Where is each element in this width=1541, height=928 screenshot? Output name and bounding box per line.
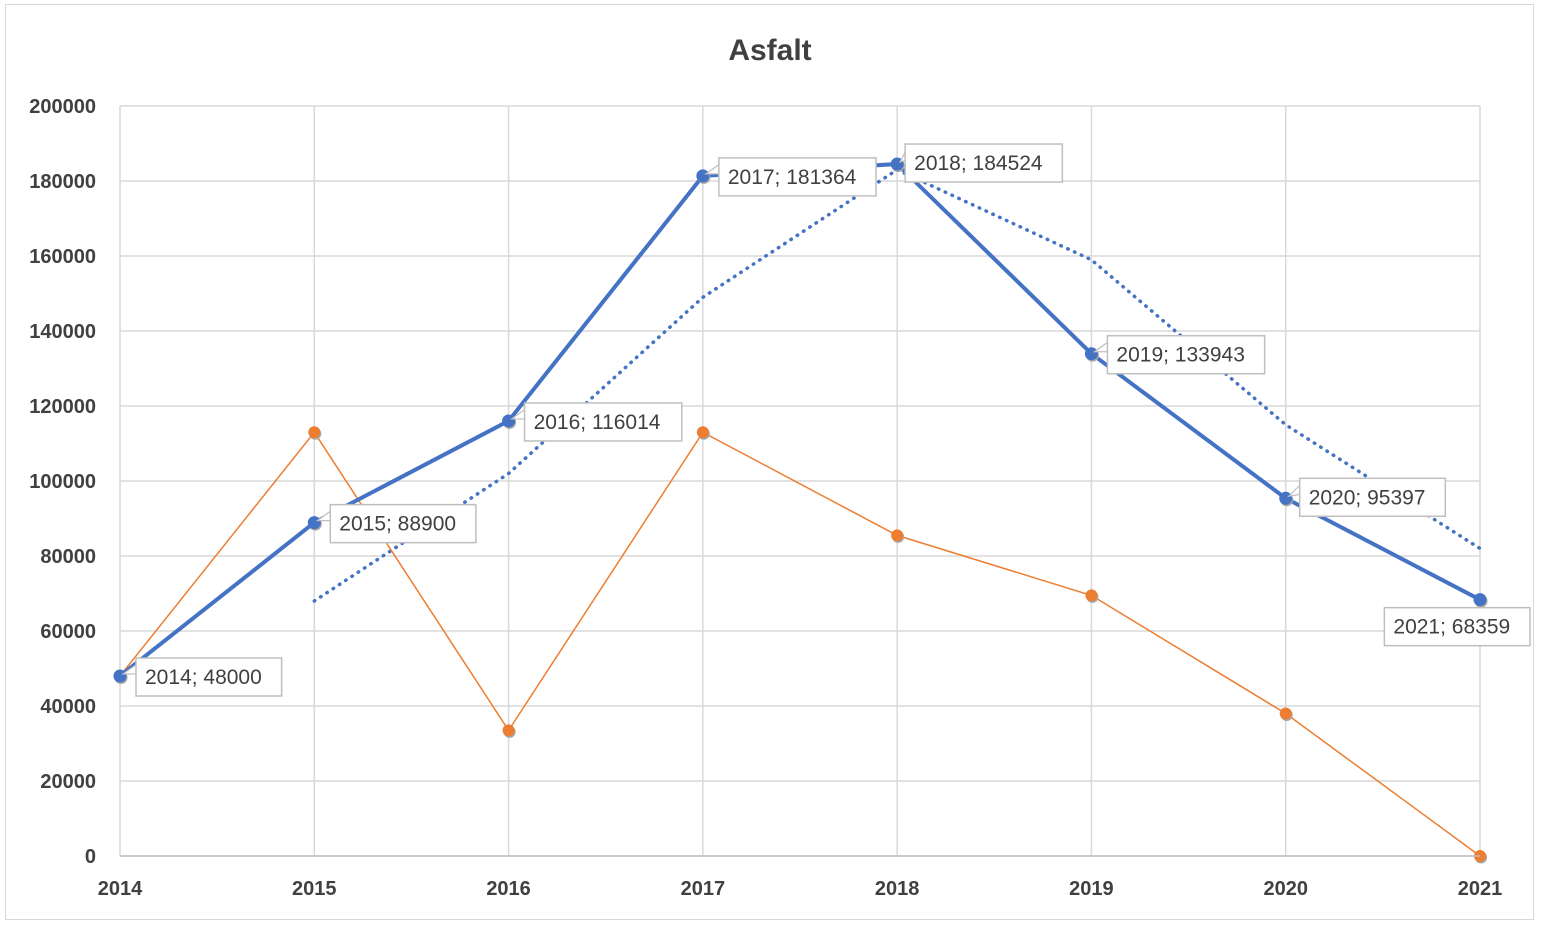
label-text: 2016; 116014 [534,411,661,434]
y-tick-label: 40000 [40,696,96,718]
label-pointer [1286,482,1302,498]
data-point-orange [1279,707,1292,720]
label-pointer [703,162,721,175]
data-point-blue [1473,593,1487,607]
axes: 0 20000 40000 60000 80000 100000 120000 140000 1… [29,96,1502,900]
data-label: 2014; 48000 [121,657,283,697]
label-box [1106,334,1266,375]
data-point-blue [113,669,127,683]
data-point-orange [502,724,515,737]
label-text: 2018; 184524 [914,152,1043,175]
series-layer [113,157,1488,864]
data-point-blue [696,169,710,183]
label-text: 2021; 68359 [1393,616,1510,639]
y-tick-label: 200000 [29,96,96,118]
data-point-orange [308,426,321,439]
data-label: 2019; 133943 [1092,334,1266,375]
series-line-orange [119,431,1481,857]
chart-title: Asfalt [728,34,811,67]
data-label: 2021; 68359 [1383,606,1531,647]
series-line-blue [118,162,1481,678]
x-tick-label: 2018 [875,878,920,900]
label-pointer [1092,340,1110,353]
label-pointer [315,509,332,522]
label-box [329,503,477,544]
label-box [135,657,283,697]
y-tick-label: 0 [85,846,96,868]
label-text: 2014; 48000 [145,666,262,689]
label-box [523,402,683,442]
data-point-blue [1279,491,1293,505]
x-tick-label: 2015 [292,878,337,900]
chart-area [5,4,1534,920]
data-label: 2018; 184524 [898,143,1064,183]
label-text: 2020; 95397 [1309,486,1426,509]
x-tick-label: 2016 [486,878,531,900]
y-tick-label: 100000 [29,471,96,493]
y-tick-label: 80000 [40,546,96,568]
data-point-blue [502,414,516,428]
data-point-orange [1085,589,1098,602]
y-tick-label: 180000 [29,171,96,193]
label-box [1383,606,1531,647]
y-tick-label: 140000 [29,321,96,343]
y-tick-label: 60000 [40,621,96,643]
data-point-blue [307,516,321,530]
data-label: 2015; 88900 [315,503,477,544]
label-box [1298,477,1447,518]
data-point-orange [891,529,904,542]
x-tick-label: 2014 [98,878,143,900]
y-tick-label: 160000 [29,246,96,268]
data-label: 2020; 95397 [1286,477,1447,518]
label-box [904,143,1064,183]
label-text: 2017; 181364 [728,166,857,189]
x-tick-label: 2020 [1263,878,1308,900]
data-labels: 2014; 48000 2015; 88900 2016; 116014 2017; … [121,143,1531,697]
x-tick-label: 2017 [681,878,726,900]
y-tick-label: 20000 [40,771,96,793]
label-text: 2015; 88900 [339,513,456,536]
x-tick-label: 2019 [1069,878,1114,900]
data-point-orange [696,426,709,439]
data-label: 2016; 116014 [509,402,683,442]
y-tick-label: 120000 [29,396,96,418]
label-text: 2019; 133943 [1116,344,1244,367]
x-tick-label: 2021 [1458,878,1503,900]
data-point-blue [1084,347,1098,361]
grid [119,105,1481,857]
label-box [718,157,877,197]
data-label: 2017; 181364 [703,157,877,197]
